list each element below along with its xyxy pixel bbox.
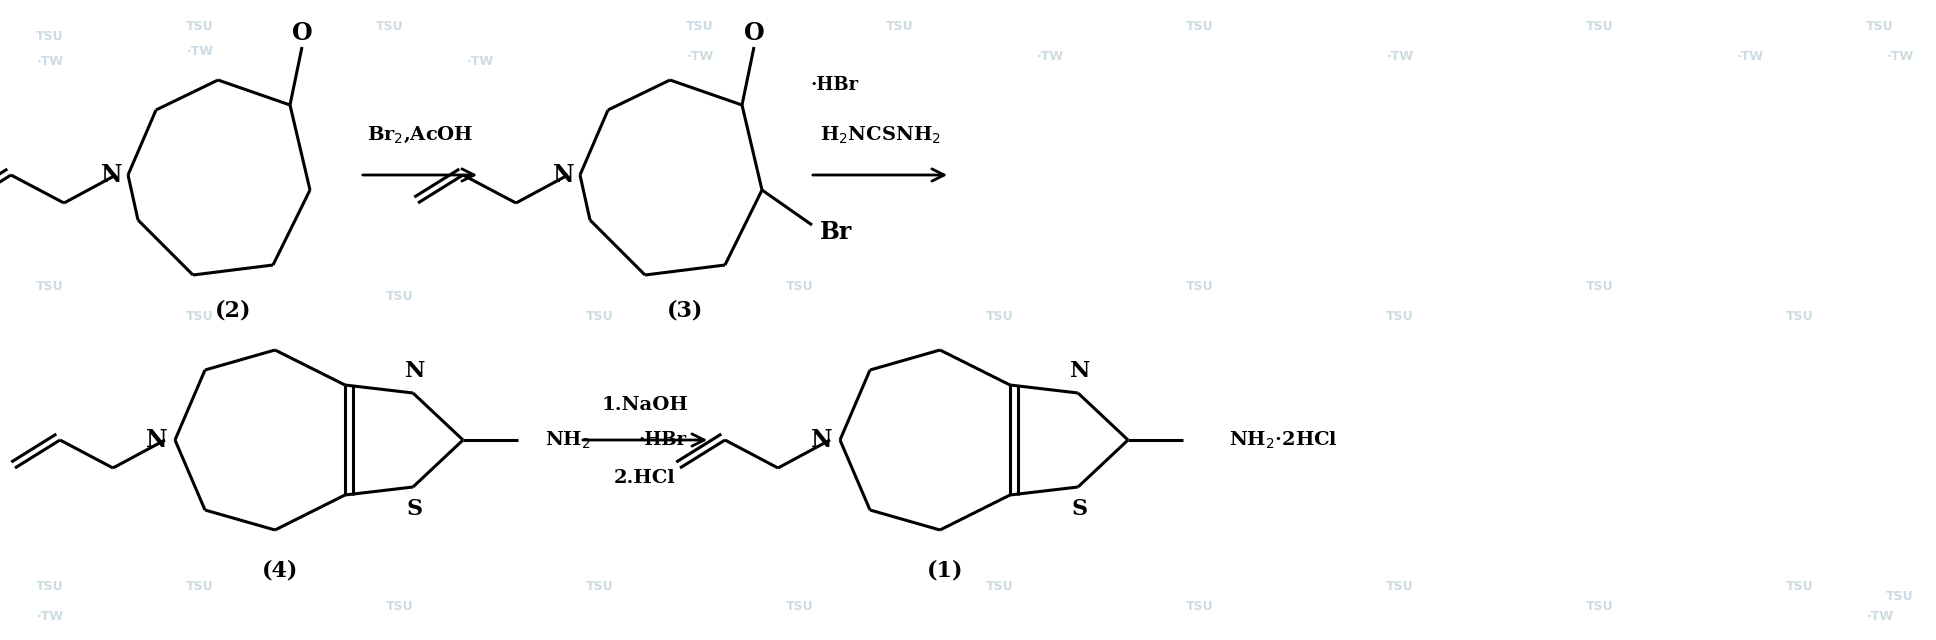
Text: TSU: TSU	[1586, 280, 1615, 293]
Text: H$_2$NCSNH$_2$: H$_2$NCSNH$_2$	[819, 124, 941, 146]
Text: ·TW: ·TW	[37, 610, 64, 623]
Text: TSU: TSU	[1187, 280, 1214, 293]
Text: (2): (2)	[215, 299, 252, 321]
Text: TSU: TSU	[37, 30, 64, 43]
Text: ·HBr: ·HBr	[809, 76, 858, 94]
Text: TSU: TSU	[685, 20, 714, 33]
Text: TSU: TSU	[1386, 310, 1413, 323]
Text: ·TW: ·TW	[1036, 50, 1063, 63]
Text: TSU: TSU	[1586, 20, 1615, 33]
Text: TSU: TSU	[587, 580, 614, 593]
Text: S: S	[1073, 498, 1088, 520]
Text: ·TW: ·TW	[687, 50, 714, 63]
Text: TSU: TSU	[786, 280, 813, 293]
Text: TSU: TSU	[37, 280, 64, 293]
Text: TSU: TSU	[1586, 600, 1615, 613]
Text: 2.HCl: 2.HCl	[614, 469, 676, 487]
Text: TSU: TSU	[1787, 580, 1814, 593]
Text: TSU: TSU	[985, 310, 1014, 323]
Text: TSU: TSU	[1866, 20, 1893, 33]
Text: Br: Br	[821, 220, 852, 244]
Text: (1): (1)	[927, 559, 964, 581]
Text: (4): (4)	[261, 559, 298, 581]
Text: TSU: TSU	[1187, 600, 1214, 613]
Text: TSU: TSU	[786, 600, 813, 613]
Text: TSU: TSU	[1187, 20, 1214, 33]
Text: O: O	[743, 21, 765, 45]
Text: TSU: TSU	[985, 580, 1014, 593]
Text: ·TW: ·TW	[1386, 50, 1413, 63]
Text: TSU: TSU	[186, 20, 213, 33]
Text: NH$_2$: NH$_2$	[546, 429, 590, 451]
Text: NH$_2$·2HCl: NH$_2$·2HCl	[1229, 429, 1338, 451]
Text: (3): (3)	[666, 299, 703, 321]
Text: N: N	[554, 163, 575, 187]
Text: TSU: TSU	[1886, 590, 1915, 603]
Text: N: N	[811, 428, 832, 452]
Text: TSU: TSU	[385, 600, 414, 613]
Text: ·TW: ·TW	[467, 55, 494, 68]
Text: ·TW: ·TW	[1886, 50, 1913, 63]
Text: N: N	[405, 360, 426, 382]
Text: TSU: TSU	[587, 310, 614, 323]
Text: ·TW: ·TW	[186, 45, 213, 58]
Text: ·TW: ·TW	[37, 55, 64, 68]
Text: ·TW: ·TW	[1866, 610, 1893, 623]
Text: TSU: TSU	[385, 290, 414, 303]
Text: N: N	[1071, 360, 1090, 382]
Text: TSU: TSU	[1386, 580, 1413, 593]
Text: TSU: TSU	[376, 20, 405, 33]
Text: N: N	[101, 163, 122, 187]
Text: TSU: TSU	[186, 310, 213, 323]
Text: TSU: TSU	[1787, 310, 1814, 323]
Text: ·TW: ·TW	[1737, 50, 1764, 63]
Text: ·HBr: ·HBr	[639, 431, 685, 449]
Text: S: S	[407, 498, 424, 520]
Text: TSU: TSU	[186, 580, 213, 593]
Text: N: N	[147, 428, 168, 452]
Text: 1.NaOH: 1.NaOH	[602, 396, 689, 414]
Text: TSU: TSU	[37, 580, 64, 593]
Text: O: O	[292, 21, 312, 45]
Text: Br$_2$,AcOH: Br$_2$,AcOH	[366, 125, 472, 145]
Text: TSU: TSU	[887, 20, 914, 33]
